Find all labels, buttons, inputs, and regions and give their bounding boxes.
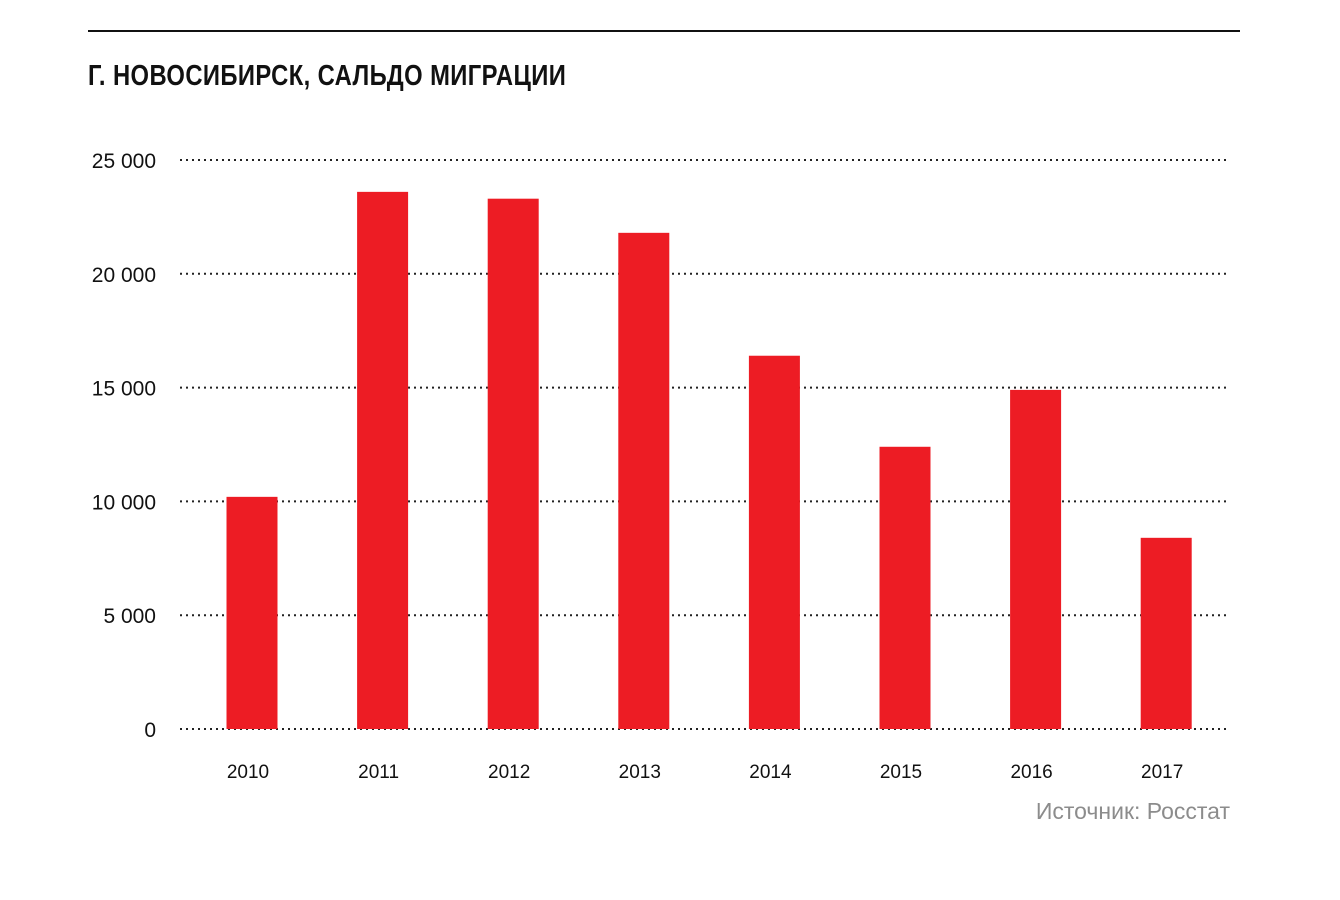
y-tick-label: 25 000 [92, 150, 156, 173]
bar-2011 [357, 191, 409, 729]
bars [226, 191, 1192, 729]
x-tick-label: 2015 [880, 762, 922, 783]
source-note: Источник: Росстат [1035, 798, 1230, 824]
bar-2017 [1140, 537, 1192, 729]
x-axis-ticks: 2010 2011 2012 2013 2014 2015 2016 2017 [227, 762, 1183, 783]
chart-title: Г. НОВОСИБИРСК, САЛЬДО МИГРАЦИИ [88, 60, 567, 92]
x-tick-label: 2014 [749, 762, 792, 783]
bar-2015 [879, 446, 931, 729]
y-tick-label: 5 000 [103, 605, 156, 628]
y-tick-label: 15 000 [92, 378, 156, 401]
x-tick-label: 2017 [1141, 762, 1183, 783]
grid-layer [180, 159, 1228, 730]
x-tick-label: 2012 [488, 762, 530, 783]
y-tick-label: 0 [144, 719, 156, 742]
bar-2013 [618, 232, 670, 729]
bar-2014 [748, 355, 800, 729]
x-tick-label: 2011 [358, 762, 399, 783]
y-tick-label: 20 000 [92, 264, 156, 287]
bar-2012 [487, 198, 539, 729]
y-axis-ticks: 0 5 000 10 000 15 000 20 000 25 000 [92, 150, 156, 742]
x-tick-label: 2010 [227, 762, 269, 783]
top-rule [88, 30, 1240, 32]
bar-2016 [1010, 389, 1062, 729]
x-tick-label: 2013 [619, 762, 661, 783]
x-tick-label: 2016 [1010, 762, 1052, 783]
y-tick-label: 10 000 [92, 491, 156, 514]
bar-2010 [226, 496, 278, 729]
